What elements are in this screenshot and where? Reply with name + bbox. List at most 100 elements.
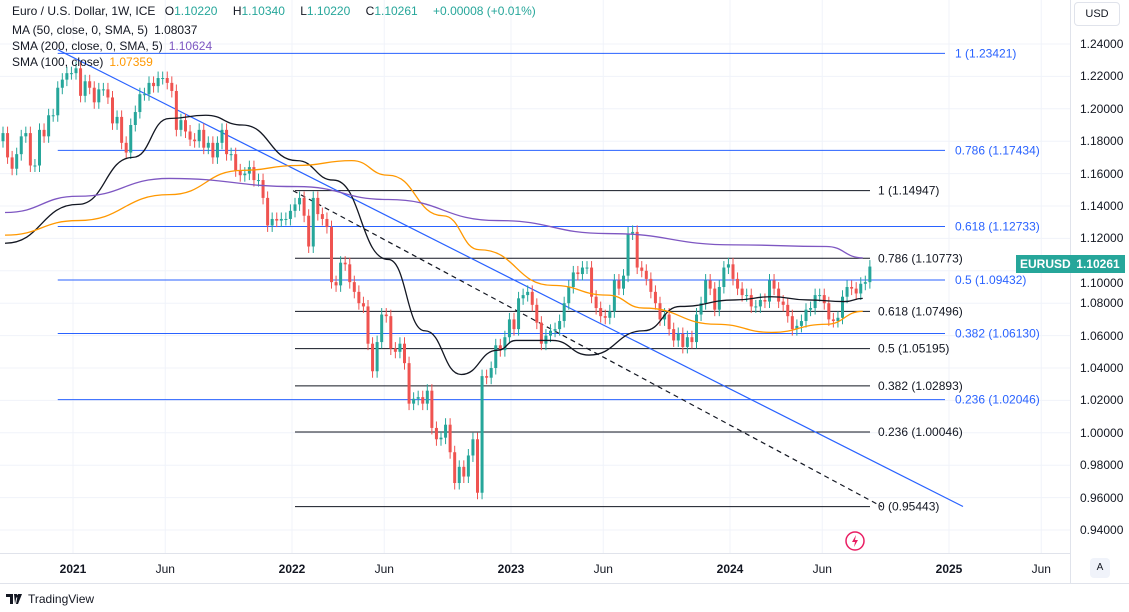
candle-body (393, 348, 397, 352)
currency-button[interactable]: USD (1074, 2, 1120, 26)
candle-body (622, 275, 625, 289)
candle-body (288, 210, 292, 219)
candle-body (106, 89, 110, 98)
high-value: 1.10340 (241, 4, 285, 18)
fibonacci-levels[interactable]: 1 (1.23421) 0.786 (1.17434) 0.618 (1.12733… (57, 46, 1040, 514)
candle (83, 74, 87, 103)
candle-body (334, 282, 338, 286)
candle-body (740, 288, 744, 296)
candle-body (238, 170, 242, 176)
price-axis[interactable] (1070, 0, 1129, 583)
candle (790, 309, 794, 336)
candle (238, 163, 242, 182)
candle-body (302, 197, 306, 216)
indicator-legend-sma100[interactable]: SMA (100, close) 1.07359 (12, 55, 153, 69)
time-tick-label: 2025 (935, 562, 963, 576)
grid (0, 0, 1070, 553)
candle (339, 256, 343, 292)
candle (261, 173, 265, 205)
candle-body (434, 427, 438, 440)
symbol-tag: EURUSD (1016, 255, 1075, 273)
candle (681, 327, 685, 354)
candle (421, 390, 425, 411)
candle (439, 431, 443, 446)
candle (726, 257, 730, 275)
candle (202, 123, 206, 155)
candle-body (722, 267, 726, 287)
price-tick-label: 1.12000 (1080, 231, 1124, 246)
candle (845, 280, 849, 304)
candle-body (375, 342, 379, 372)
candle-body (535, 304, 539, 323)
candle (517, 291, 521, 336)
tradingview-logo[interactable]: TradingView (6, 592, 94, 606)
indicator-legend-ma50[interactable]: MA (50, close, 0, SMA, 5) 1.08037 (12, 23, 198, 37)
candle-body (320, 214, 324, 219)
candle-body (142, 94, 146, 96)
candle (457, 460, 461, 490)
candle-body (731, 264, 735, 279)
candle (576, 265, 580, 281)
candle-body (65, 73, 69, 80)
candle (863, 275, 867, 291)
candle (111, 90, 114, 130)
candle (530, 285, 534, 312)
time-axis[interactable]: 2021 Jun 2022 Jun 2023 Jun 2024 Jun 2025 Jun (0, 553, 1070, 584)
candle-body (129, 125, 133, 153)
candle (585, 261, 589, 275)
candle (225, 123, 229, 161)
candle (348, 257, 352, 289)
candles (1, 61, 872, 500)
candle (74, 61, 78, 80)
fib-level-label: 0.5 (1.05195) (878, 342, 949, 356)
candle-body (708, 280, 712, 289)
candle-body (868, 266, 872, 283)
candle (1, 126, 5, 148)
candle (836, 311, 840, 328)
candle-body (690, 337, 694, 343)
candle-body (403, 343, 406, 364)
candle-body (480, 376, 484, 493)
candle (553, 322, 557, 338)
candle (599, 301, 603, 323)
candle-body (366, 306, 370, 344)
candle (398, 337, 402, 359)
candle-body (343, 262, 347, 265)
trendlines[interactable] (57, 49, 964, 508)
candle (252, 160, 256, 187)
candle (758, 293, 762, 313)
candle (736, 272, 740, 296)
candle-body (576, 272, 580, 275)
candle (88, 74, 92, 95)
candle-body (357, 291, 361, 304)
candle-body (152, 82, 156, 87)
price-tick-label: 1.14000 (1080, 199, 1124, 213)
price-tick-label: 1.24000 (1080, 37, 1124, 51)
candle (676, 327, 680, 347)
candle (65, 66, 69, 87)
candle (521, 288, 525, 305)
candle-body (352, 282, 356, 292)
lightning-icon[interactable] (845, 531, 865, 551)
candle (120, 110, 124, 150)
candle (471, 432, 475, 462)
candle-body (179, 120, 183, 130)
candle-body (818, 295, 822, 297)
candle-body (174, 90, 178, 130)
candle (142, 87, 146, 101)
candle-body (466, 455, 470, 477)
fib-level-label: 0.236 (1.02046) (955, 393, 1040, 407)
candle-body (261, 180, 265, 198)
auto-scale-button[interactable]: A (1090, 558, 1110, 578)
candle-body (539, 322, 543, 344)
indicator-legend-sma200[interactable]: SMA (200, close, 0, SMA, 5) 1.10624 (12, 39, 213, 53)
candle (717, 280, 721, 317)
candle-body (672, 329, 676, 341)
candle-body (845, 287, 849, 297)
candle-body (243, 173, 247, 176)
candle-body (704, 280, 708, 304)
candle (69, 66, 73, 80)
candle-body (781, 301, 785, 305)
price-chart[interactable]: 1 (1.23421) 0.786 (1.17434) 0.618 (1.12733… (0, 0, 1070, 553)
candle-body (850, 287, 854, 289)
